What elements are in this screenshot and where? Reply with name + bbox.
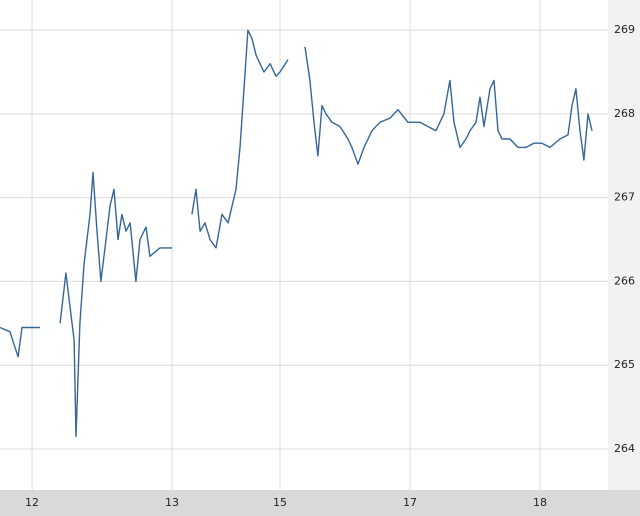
y-tick-label: 266	[614, 274, 635, 287]
price-line	[0, 29, 593, 438]
x-tick-label: 15	[273, 496, 287, 509]
x-axis-strip	[0, 490, 640, 516]
y-axis-strip	[608, 0, 640, 490]
x-tick-label: 18	[533, 496, 547, 509]
y-tick-label: 265	[614, 358, 635, 371]
y-tick-label: 267	[614, 191, 635, 204]
plot-area	[0, 0, 608, 490]
y-tick-label: 264	[614, 442, 635, 455]
labels: 264 265 266 267 268 269 12 13 15 17 18	[25, 23, 635, 509]
x-tick-label: 12	[25, 496, 39, 509]
series	[0, 29, 593, 438]
y-tick-label: 269	[614, 23, 635, 36]
x-tick-label: 13	[165, 496, 179, 509]
y-tick-label: 268	[614, 107, 635, 120]
x-tick-label: 17	[403, 496, 417, 509]
